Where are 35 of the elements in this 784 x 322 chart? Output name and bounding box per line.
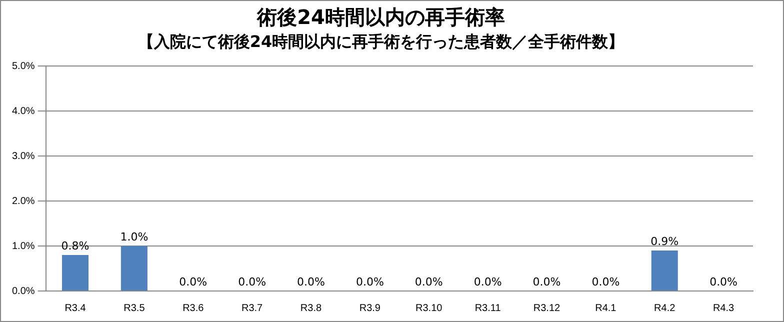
data-label: 0.0%: [179, 275, 208, 288]
x-tick-label: R3.9: [359, 302, 381, 314]
x-tick-label: R3.10: [416, 302, 443, 314]
x-tick-label: R3.11: [474, 302, 502, 314]
data-label: 0.9%: [650, 234, 679, 248]
y-tick-label: 1.0%: [12, 240, 35, 252]
data-label: 0.0%: [414, 275, 443, 288]
x-tick-label: R3.4: [64, 302, 86, 314]
data-label: 0.0%: [710, 275, 738, 288]
x-tick-label: R4.1: [595, 302, 617, 314]
data-label: 0.0%: [592, 275, 620, 288]
y-tick-label: 0.0%: [12, 286, 35, 297]
x-tick-label: R3.7: [242, 302, 264, 314]
data-label: 0.0%: [297, 275, 325, 288]
x-tick-label: R3.6: [182, 302, 204, 314]
data-label: 0.0%: [238, 275, 266, 288]
bar: [120, 246, 148, 290]
bar: [62, 255, 89, 290]
x-tick-label: R4.3: [712, 302, 735, 314]
y-tick-label: 3.0%: [12, 150, 35, 162]
x-tick-label: R4.2: [654, 302, 676, 314]
data-label: 0.8%: [61, 239, 90, 252]
x-tick-label: R3.8: [300, 302, 322, 314]
x-tick-label: R3.12: [533, 302, 561, 314]
bar: [651, 250, 678, 290]
data-label: 0.0%: [474, 275, 502, 288]
chart-title: 術後24時間以内の再手術率: [256, 5, 505, 30]
data-label: 1.0%: [120, 230, 148, 244]
x-tick-label: R3.5: [124, 302, 146, 314]
y-tick-label: 5.0%: [12, 60, 35, 72]
chart-subtitle: 【入院にて術後24時間以内に再手術を行った患者数／全手術件数】: [138, 32, 624, 51]
data-label: 0.0%: [532, 275, 561, 288]
y-tick-label: 4.0%: [12, 106, 35, 117]
y-tick-label: 2.0%: [12, 196, 35, 207]
data-label: 0.0%: [356, 275, 384, 288]
